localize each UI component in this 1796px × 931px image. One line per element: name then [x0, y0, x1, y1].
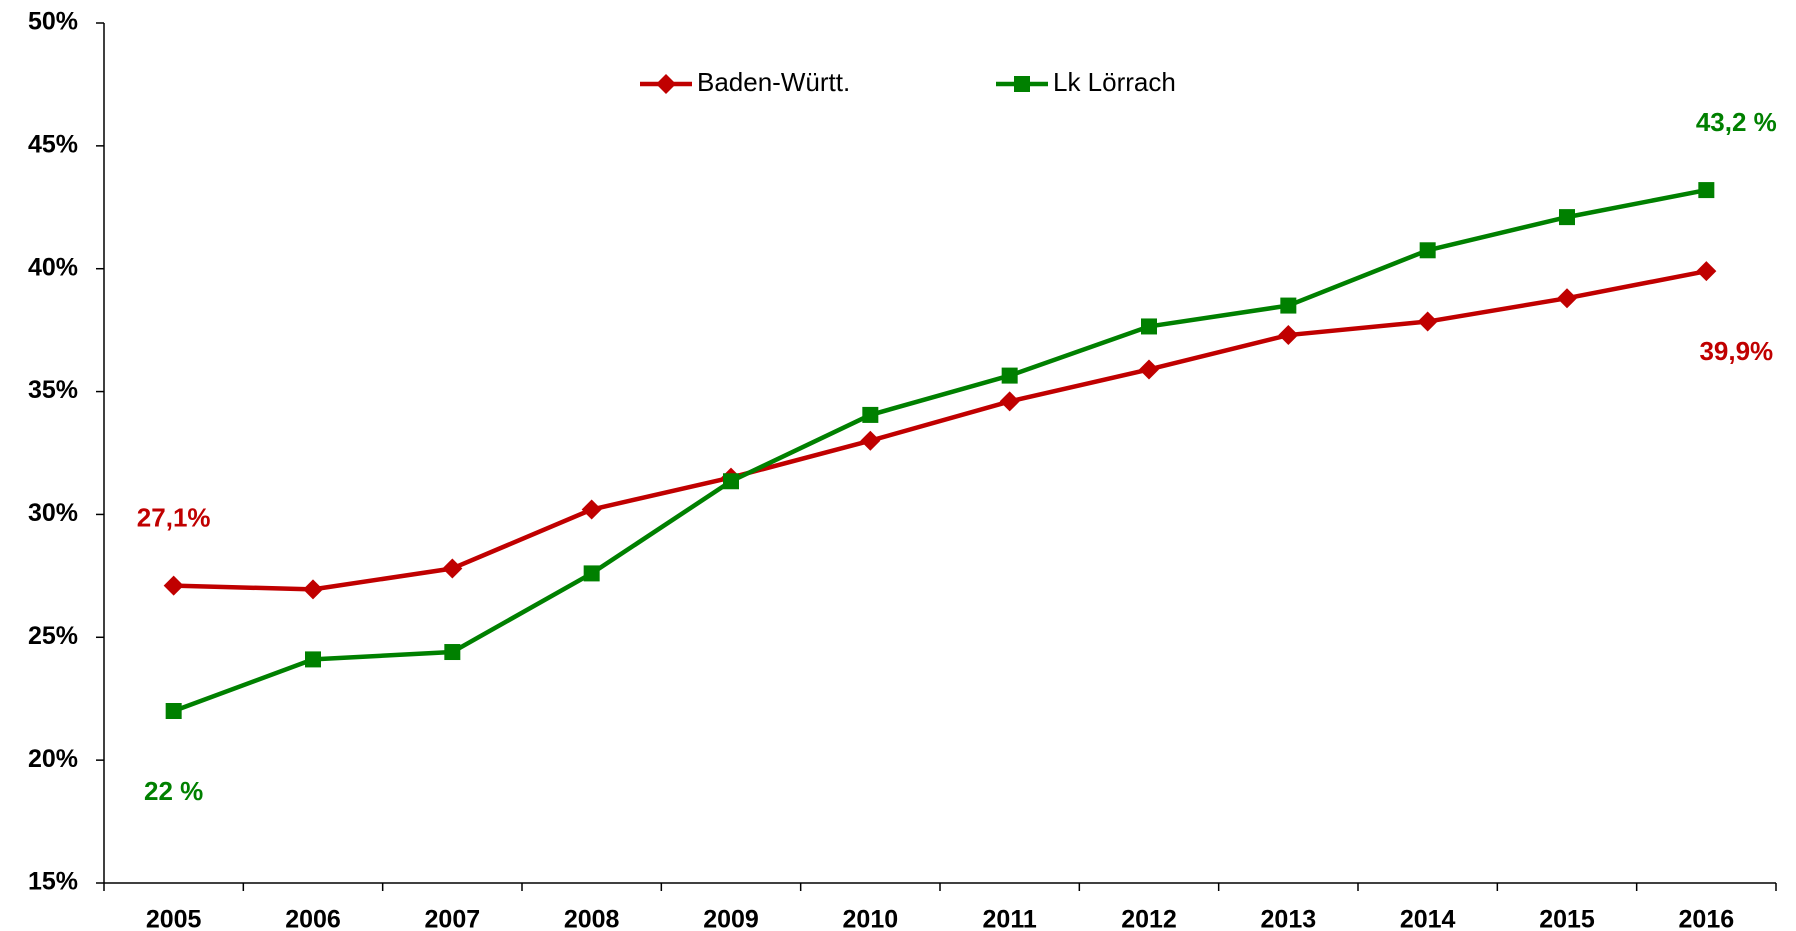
marker [1696, 261, 1717, 282]
marker [1417, 311, 1438, 332]
marker [999, 391, 1020, 412]
marker [862, 406, 879, 423]
series-line [173, 268, 1707, 592]
x-tick-label: 2011 [983, 906, 1037, 931]
legend-marker [1014, 76, 1030, 92]
x-tick-label: 2013 [1261, 906, 1317, 931]
marker [163, 575, 184, 596]
value-label: 22 % [144, 776, 203, 806]
marker [860, 430, 881, 451]
x-tick-label: 2015 [1539, 906, 1595, 931]
marker [303, 579, 323, 600]
marker [444, 644, 461, 661]
x-tick-label: 2012 [1121, 906, 1177, 931]
marker [1419, 242, 1436, 259]
marker [723, 473, 739, 490]
y-tick-label: 25% [28, 622, 78, 650]
x-tick-label: 2008 [564, 906, 620, 931]
marker [305, 651, 321, 668]
marker [1280, 297, 1297, 314]
y-tick-label: 35% [28, 376, 78, 404]
series-line [172, 187, 1707, 714]
value-label: 43,2 % [1696, 107, 1777, 137]
x-tick-label: 2016 [1679, 906, 1735, 931]
marker [1001, 367, 1018, 384]
legend-label: Lk Lörrach [1053, 67, 1176, 97]
y-tick-label: 40% [28, 253, 78, 281]
marker [583, 565, 600, 582]
legend-marker [656, 74, 676, 94]
y-tick-label: 30% [28, 499, 78, 527]
marker [581, 499, 602, 520]
series [163, 261, 1717, 600]
marker [1698, 182, 1715, 199]
marker [1139, 359, 1159, 380]
marker [442, 558, 463, 579]
x-tick-label: 2014 [1400, 906, 1456, 931]
value-label: 27,1% [137, 503, 211, 533]
y-tick-label: 45% [28, 130, 78, 158]
y-tick-label: 20% [28, 745, 78, 773]
x-tick-label: 2009 [703, 906, 759, 931]
marker [165, 703, 182, 719]
x-tick-label: 2006 [285, 906, 341, 931]
series [165, 182, 1715, 719]
x-tick-label: 2007 [425, 906, 481, 931]
legend-label: Baden-Württ. [697, 67, 850, 97]
x-tick-label: 2005 [146, 906, 202, 931]
marker [1559, 209, 1575, 226]
value-label: 39,9% [1699, 336, 1773, 366]
y-tick-label: 50% [28, 8, 78, 36]
marker [1141, 318, 1157, 335]
marker [1278, 325, 1299, 346]
y-tick-label: 15% [28, 868, 78, 896]
marker [1557, 288, 1577, 309]
x-tick-label: 2010 [843, 906, 899, 931]
legend-item: Lk Lörrach [996, 67, 1176, 97]
legend-item: Baden-Württ. [640, 67, 850, 97]
